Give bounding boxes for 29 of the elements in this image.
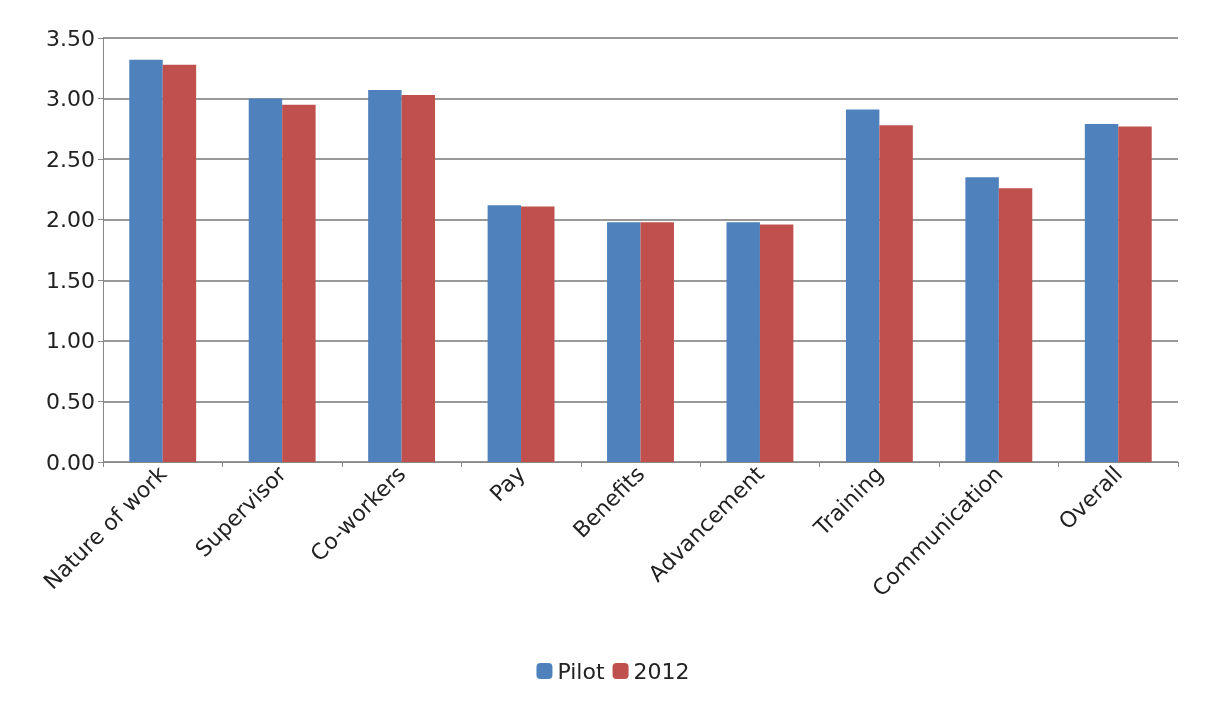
bar bbox=[640, 222, 674, 462]
y-tick-label: 3.00 bbox=[46, 86, 95, 112]
bar bbox=[965, 177, 999, 462]
bar bbox=[282, 104, 316, 462]
y-tick-label: 2.50 bbox=[46, 146, 95, 172]
bar bbox=[607, 222, 641, 462]
bar bbox=[726, 222, 760, 462]
bar bbox=[759, 224, 794, 462]
y-tick-label: 0.50 bbox=[46, 388, 95, 414]
legend-label: Pilot bbox=[557, 658, 605, 684]
y-tick-label: 1.00 bbox=[46, 328, 95, 354]
legend-label: 2012 bbox=[633, 658, 690, 684]
bar bbox=[248, 98, 283, 462]
bar bbox=[998, 188, 1033, 462]
bar bbox=[1084, 124, 1119, 462]
bar bbox=[401, 94, 436, 462]
bar bbox=[879, 125, 913, 462]
bar bbox=[845, 109, 880, 462]
x-tick-label: Pay bbox=[484, 461, 530, 507]
y-tick-label: 0.00 bbox=[46, 449, 95, 475]
bar bbox=[129, 59, 163, 462]
y-tick-label: 2.00 bbox=[46, 207, 95, 233]
bar bbox=[162, 64, 197, 462]
y-tick-label: 3.50 bbox=[46, 25, 95, 51]
bar bbox=[487, 205, 522, 462]
bar bbox=[521, 206, 555, 462]
y-tick-label: 1.50 bbox=[46, 267, 95, 293]
bar bbox=[368, 90, 402, 462]
bar bbox=[1118, 126, 1152, 462]
